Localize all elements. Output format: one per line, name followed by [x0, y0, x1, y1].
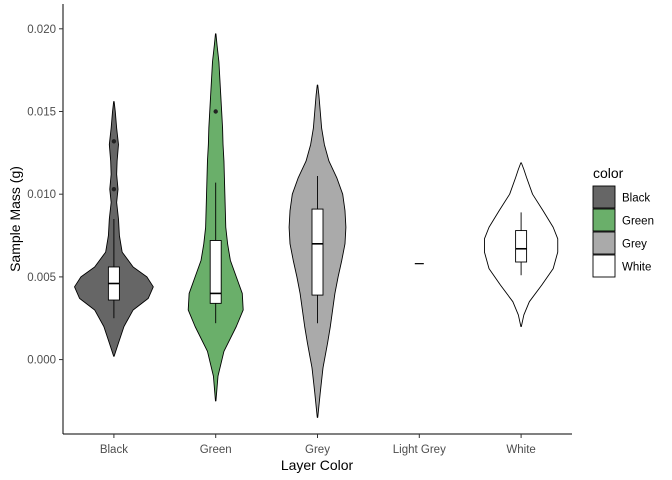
legend-title: color	[593, 165, 624, 181]
y-tick-label: 0.020	[27, 24, 56, 36]
outlier-point	[111, 187, 117, 192]
x-tick-label: Green	[200, 444, 232, 456]
legend-swatch	[592, 185, 616, 209]
x-tick-label: Grey	[305, 444, 330, 456]
legend: color Black Green Grey White	[592, 165, 654, 278]
x-tick-label: White	[506, 444, 535, 456]
y-tick-label: 0.005	[27, 272, 56, 284]
outlier-point	[111, 139, 117, 144]
box-iqr	[311, 208, 324, 296]
legend-swatch	[592, 208, 616, 232]
x-tick-label: Black	[100, 444, 128, 456]
y-tick-label: 0.010	[27, 189, 56, 201]
x-axis-ticks: Black Green Grey Light Grey White	[100, 434, 536, 456]
legend-swatch	[592, 231, 616, 255]
x-tick-label: Light Grey	[393, 444, 446, 456]
y-axis-ticks: 0.000 0.005 0.010 0.015 0.020	[27, 24, 63, 367]
box-iqr	[515, 230, 528, 263]
y-tick-label: 0.000	[27, 355, 56, 367]
legend-label: Green	[622, 216, 654, 228]
y-axis-label: Sample Mass (g)	[7, 166, 23, 272]
x-axis-label: Layer Color	[281, 457, 354, 473]
legend-label: Grey	[622, 239, 647, 251]
plot-area	[74, 33, 559, 418]
legend-label: Black	[622, 193, 650, 205]
outlier-point	[213, 109, 218, 114]
box-iqr	[209, 240, 222, 304]
y-tick-label: 0.015	[27, 107, 56, 119]
legend-swatch	[592, 254, 616, 278]
legend-label: White	[622, 262, 651, 274]
